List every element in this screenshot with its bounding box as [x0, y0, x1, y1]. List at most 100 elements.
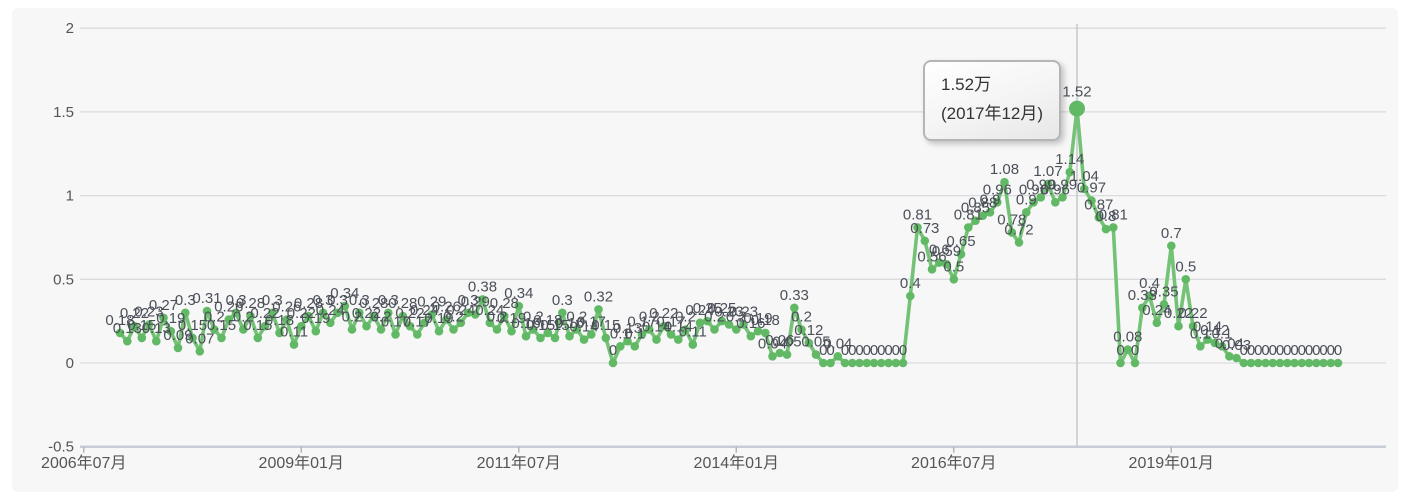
data-point[interactable]: [1094, 213, 1104, 222]
data-point[interactable]: [471, 310, 480, 319]
data-point[interactable]: [848, 358, 857, 368]
data-point[interactable]: [384, 308, 393, 318]
data-point[interactable]: [942, 259, 951, 269]
data-point[interactable]: [1058, 193, 1067, 202]
data-point[interactable]: [1261, 358, 1270, 368]
data-point[interactable]: [558, 308, 567, 318]
data-point[interactable]: [1022, 208, 1031, 217]
data-point[interactable]: [724, 320, 734, 329]
data-point[interactable]: [630, 342, 640, 351]
data-point[interactable]: [913, 223, 922, 232]
data-point[interactable]: [927, 265, 937, 274]
data-point[interactable]: [601, 333, 611, 343]
data-point[interactable]: [137, 333, 147, 343]
data-point[interactable]: [463, 308, 473, 318]
data-point[interactable]: [840, 358, 850, 368]
data-point[interactable]: [768, 352, 777, 361]
data-point[interactable]: [775, 348, 785, 358]
data-point[interactable]: [355, 308, 364, 318]
data-point[interactable]: [550, 333, 560, 343]
data-point[interactable]: [884, 358, 893, 368]
data-point[interactable]: [877, 358, 886, 368]
data-point[interactable]: [514, 301, 524, 311]
data-point[interactable]: [442, 315, 451, 324]
data-point[interactable]: [862, 358, 872, 368]
data-point[interactable]: [253, 333, 263, 343]
data-point[interactable]: [985, 208, 995, 217]
data-point[interactable]: [123, 336, 132, 346]
data-point[interactable]: [659, 321, 669, 331]
data-point[interactable]: [993, 198, 1002, 207]
data-point[interactable]: [710, 325, 719, 334]
data-point[interactable]: [420, 318, 429, 328]
data-point[interactable]: [529, 325, 538, 334]
data-point[interactable]: [1312, 358, 1321, 368]
data-point[interactable]: [413, 330, 422, 339]
data-point[interactable]: [318, 308, 328, 318]
data-point[interactable]: [739, 320, 748, 329]
data-point[interactable]: [500, 311, 509, 321]
data-point[interactable]: [398, 311, 408, 321]
data-point[interactable]: [456, 318, 466, 328]
data-point[interactable]: [478, 295, 487, 304]
data-point[interactable]: [311, 326, 321, 336]
data-point[interactable]: [1203, 335, 1212, 344]
data-point[interactable]: [826, 358, 835, 368]
data-point[interactable]: [340, 301, 350, 311]
data-point[interactable]: [587, 330, 596, 339]
data-point[interactable]: [1087, 196, 1096, 205]
data-point[interactable]: [695, 318, 705, 328]
data-point[interactable]: [1210, 338, 1220, 348]
data-point[interactable]: [268, 308, 277, 318]
data-point[interactable]: [1217, 342, 1227, 351]
data-point[interactable]: [1145, 291, 1154, 301]
data-point[interactable]: [362, 321, 371, 331]
data-points[interactable]: [115, 100, 1343, 368]
data-point[interactable]: [347, 325, 357, 334]
data-point[interactable]: [1167, 241, 1176, 251]
data-point[interactable]: [906, 291, 915, 301]
data-point[interactable]: [224, 315, 234, 324]
data-point[interactable]: [1283, 358, 1292, 368]
data-point[interactable]: [623, 336, 632, 346]
data-point[interactable]: [572, 325, 582, 334]
data-point[interactable]: [521, 331, 531, 341]
data-point[interactable]: [1014, 238, 1024, 247]
data-point[interactable]: [891, 358, 901, 368]
data-point[interactable]: [1051, 198, 1060, 207]
data-point[interactable]: [210, 325, 219, 334]
data-point[interactable]: [282, 315, 292, 324]
data-point[interactable]: [1196, 342, 1205, 351]
data-point[interactable]: [978, 211, 988, 220]
data-point[interactable]: [144, 320, 154, 329]
data-point[interactable]: [645, 325, 654, 334]
data-point[interactable]: [1065, 167, 1075, 177]
data-point[interactable]: [790, 303, 799, 313]
data-point[interactable]: [819, 358, 828, 368]
data-point[interactable]: [956, 249, 966, 259]
data-point[interactable]: [297, 321, 306, 331]
data-point[interactable]: [1101, 224, 1111, 234]
data-point[interactable]: [1036, 193, 1046, 202]
data-point[interactable]: [1181, 275, 1191, 284]
data-point[interactable]: [376, 325, 386, 334]
data-point[interactable]: [173, 343, 183, 353]
data-point[interactable]: [1319, 358, 1328, 368]
data-point[interactable]: [1290, 358, 1299, 368]
data-point[interactable]: [1116, 358, 1125, 368]
data-point[interactable]: [188, 333, 197, 343]
data-point[interactable]: [326, 318, 335, 328]
data-point[interactable]: [1007, 228, 1017, 237]
data-point[interactable]: [565, 331, 574, 341]
data-point[interactable]: [935, 258, 944, 267]
data-point[interactable]: [1000, 177, 1009, 187]
data-point[interactable]: [1225, 352, 1234, 361]
data-point[interactable]: [594, 305, 603, 314]
data-point[interactable]: [1123, 345, 1133, 354]
data-point[interactable]: [130, 321, 139, 331]
data-point[interactable]: [674, 335, 683, 344]
data-point[interactable]: [485, 318, 495, 328]
data-point[interactable]: [732, 325, 741, 334]
data-point[interactable]: [369, 311, 379, 321]
